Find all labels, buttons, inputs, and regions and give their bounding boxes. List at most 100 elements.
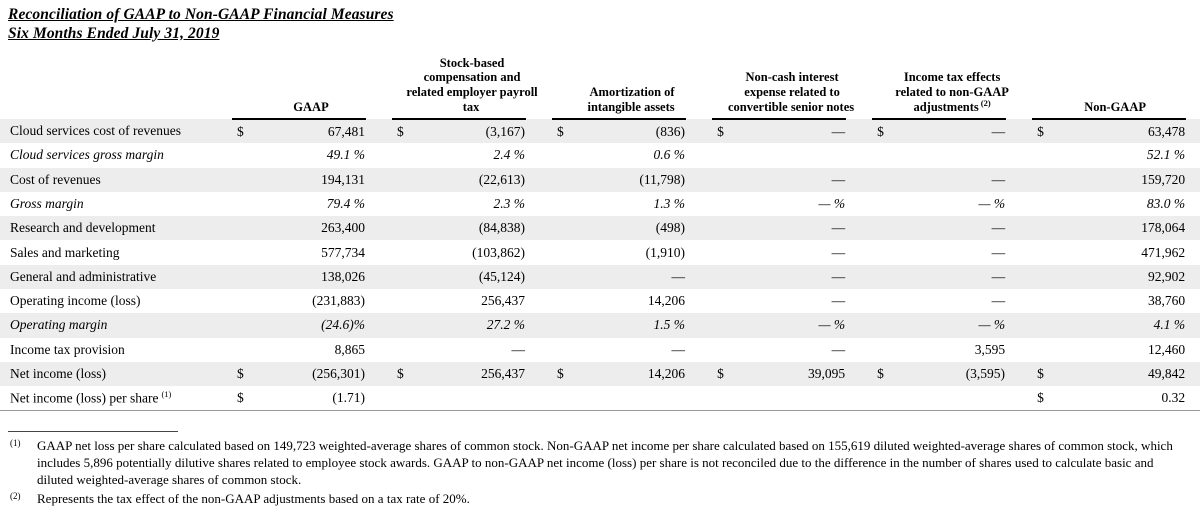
cell-gap — [1186, 192, 1200, 216]
cell-dollar-sign — [712, 216, 733, 241]
cell-value: (45,124) — [412, 264, 527, 290]
cell-dollar-sign: $ — [232, 118, 252, 144]
cell-gap — [1006, 216, 1033, 241]
cell-value: (1.71) — [252, 386, 366, 412]
cell-dollar-sign — [552, 192, 572, 216]
row-label: General and administrative — [0, 264, 232, 290]
cell-dollar-sign — [392, 216, 413, 241]
cell-dollar-sign — [232, 216, 252, 241]
cell-gap — [846, 264, 873, 290]
cell-value: (11,798) — [572, 167, 687, 192]
table-row: Net income (loss) per share (1) $ (1.71) $0.… — [0, 386, 1200, 412]
cell-gap — [846, 118, 873, 144]
cell-dollar-sign — [232, 167, 252, 192]
cell-dollar-sign — [392, 313, 413, 338]
cell-gap — [846, 338, 872, 362]
cell-dollar-sign — [392, 338, 412, 362]
cell-dollar-sign — [872, 216, 893, 241]
row-label: Cloud services gross margin — [10, 147, 164, 163]
column-header-non-gaap: Non-GAAP — [1032, 56, 1200, 118]
cell-value: 471,962 — [1141, 244, 1186, 260]
cell-value: — % — [892, 313, 1007, 338]
footnote-text: Represents the tax effect of the non-GAA… — [37, 490, 470, 506]
cell-gap — [846, 313, 873, 338]
cell-dollar-sign — [392, 192, 412, 216]
cell-value: 38,760 — [1147, 293, 1186, 309]
cell-gap — [1186, 338, 1200, 362]
title-line-2: Six Months Ended July 31, 2019 — [8, 24, 220, 42]
cell-value: — — [892, 216, 1007, 241]
cell-value: — % — [978, 196, 1006, 211]
cell-value: — — [732, 167, 847, 192]
cell-dollar-sign — [712, 240, 732, 264]
cell-gap — [526, 118, 553, 144]
cell-dollar-sign — [712, 167, 733, 192]
cell-dollar-sign: $ — [392, 118, 413, 144]
cell-value — [572, 386, 687, 412]
cell-dollar-sign: $ — [872, 361, 893, 387]
row-label: Cost of revenues — [0, 167, 232, 192]
cell-dollar-sign — [1032, 289, 1052, 313]
cell-dollar-sign — [232, 192, 252, 216]
cell-dollar-sign — [552, 216, 573, 241]
table-row: Cloud services cost of revenues $67,481 $(… — [0, 118, 1200, 144]
cell-gap — [846, 386, 873, 412]
cell-gap — [846, 289, 872, 313]
cell-value: (3,167) — [412, 118, 527, 144]
footnote-1: (1) GAAP net loss per share calculated b… — [0, 436, 1200, 488]
cell-gap — [1006, 338, 1032, 362]
cell-dollar-sign: $ — [712, 361, 733, 387]
column-header-label: Income tax effects related to non-GAAP a… — [895, 70, 1009, 115]
cell-value: — % — [818, 196, 846, 211]
cell-dollar-sign — [552, 240, 572, 264]
reconciliation-table: GAAP Stock-based compensation and relate… — [0, 55, 1200, 412]
title-line-1: Reconciliation of GAAP to Non-GAAP Finan… — [8, 6, 394, 23]
cell-gap — [846, 361, 873, 387]
cell-dollar-sign — [872, 240, 892, 264]
cell-gap — [686, 192, 712, 216]
cell-dollar-sign — [872, 338, 892, 362]
cell-gap — [686, 167, 713, 192]
footnote-marker: (1) — [10, 438, 21, 449]
cell-value: 263,400 — [252, 216, 366, 241]
table-row: Research and development 263,400 (84,838) (… — [0, 216, 1200, 241]
cell-value: 0.6 % — [653, 147, 686, 163]
cell-value: 39,095 — [732, 361, 847, 387]
cell-value: 0.32 — [1052, 386, 1187, 412]
column-header-label: Stock-based compensation and related emp… — [406, 55, 538, 115]
cell-gap — [686, 289, 712, 313]
cell-gap — [1186, 143, 1200, 167]
cell-gap — [366, 338, 392, 362]
row-label-superscript: (1) — [161, 389, 172, 400]
row-label: Gross margin — [10, 196, 84, 211]
table-row: Cloud services gross margin 49.1 % 2.4 % 0.… — [0, 143, 1200, 167]
cell-dollar-sign — [552, 264, 573, 290]
cell-value: 49.1 % — [326, 147, 365, 163]
cell-dollar-sign — [552, 289, 572, 313]
cell-value: — — [671, 341, 686, 357]
cell-gap — [846, 143, 872, 167]
row-label: Cloud services cost of revenues — [0, 118, 232, 144]
cell-dollar-sign — [1032, 143, 1052, 167]
row-label-header — [0, 56, 232, 118]
column-header-income-tax-effects: Income tax effects related to non-GAAP a… — [872, 56, 1032, 118]
cell-dollar-sign — [1032, 192, 1052, 216]
cell-value: 194,131 — [252, 167, 366, 192]
cell-dollar-sign: $ — [232, 361, 252, 387]
cell-value: 27.2 % — [412, 313, 527, 338]
row-label: Operating income (loss) — [10, 293, 141, 309]
cell-value: 256,437 — [481, 293, 526, 309]
cell-value: 83.0 % — [1146, 196, 1186, 211]
cell-gap — [526, 313, 553, 338]
table-row: Operating margin (24.6)% 27.2 % 1.5 % — % — %… — [0, 313, 1200, 338]
cell-value: 14,206 — [647, 293, 686, 309]
cell-gap — [1006, 361, 1033, 387]
cell-dollar-sign — [232, 240, 252, 264]
cell-gap — [686, 386, 713, 412]
cell-value: — — [732, 118, 847, 144]
cell-value: (1,910) — [645, 244, 686, 260]
cell-gap — [366, 386, 393, 412]
cell-dollar-sign: $ — [1032, 361, 1053, 387]
cell-value: (84,838) — [412, 216, 527, 241]
